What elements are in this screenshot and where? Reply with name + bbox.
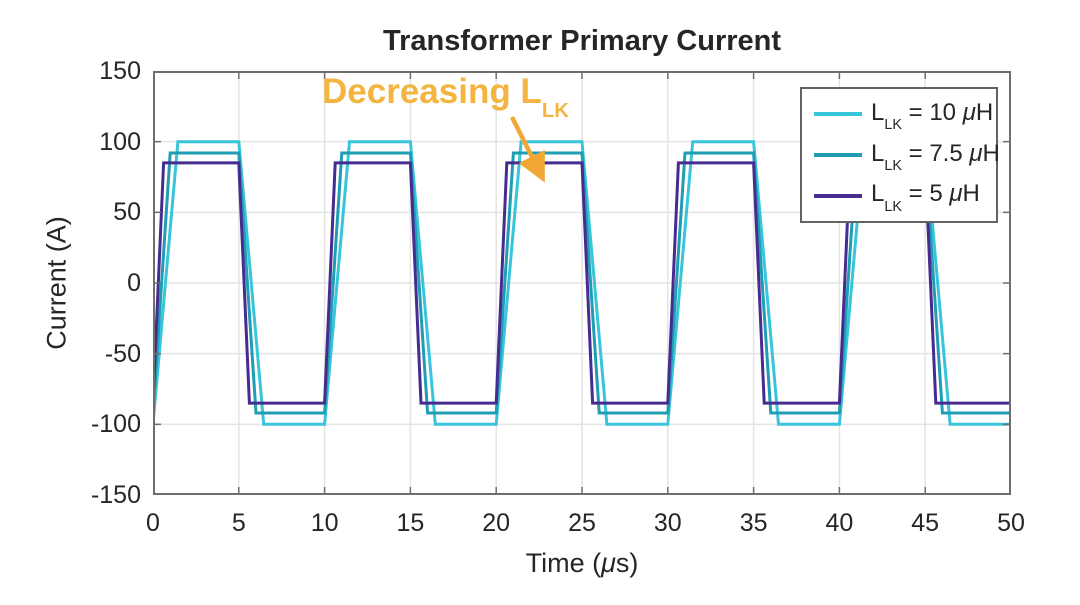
legend-line-swatch-teal (814, 152, 862, 157)
legend-item-7p5uh: LLK = 7.5 μH (814, 140, 1000, 174)
x-tick-label: 15 (396, 509, 425, 537)
mu-symbol: μ (969, 139, 983, 167)
annotation-text: Decreasing L (322, 72, 542, 111)
x-tick-label: 5 (231, 509, 246, 537)
annotation-subscript: LK (541, 99, 569, 122)
y-tick-label: 100 (99, 127, 141, 156)
mu-symbol: μ (962, 98, 976, 126)
legend-label: LLK = 5 μH (871, 180, 980, 215)
annotation-decreasing-llk: Decreasing LLK (322, 72, 569, 122)
x-tick-label: 50 (997, 509, 1025, 537)
x-axis-label-post: s) (615, 548, 639, 578)
legend-label: LLK = 10 μH (871, 98, 994, 134)
x-axis-ticks: 0 5 10 15 20 25 30 35 40 45 50 (146, 509, 1025, 539)
x-tick-label: 35 (739, 509, 768, 537)
legend-item-5uh: LLK = 5 μH (814, 180, 996, 215)
x-tick-label: 0 (146, 509, 160, 537)
legend-line-swatch-purple (814, 193, 862, 198)
x-axis-label: Time (μs) (153, 548, 1011, 579)
x-tick-label: 30 (653, 509, 682, 537)
y-tick-label: -100 (90, 410, 141, 439)
y-tick-label: 50 (113, 198, 141, 227)
x-tick-label: 40 (825, 509, 854, 537)
y-tick-label: -150 (90, 481, 141, 509)
y-axis-ticks: -150 -100 -50 0 50 100 150 (0, 57, 141, 509)
chart-title: Transformer Primary Current (382, 25, 782, 57)
x-tick-label: 10 (310, 509, 339, 537)
x-tick-label: 20 (482, 509, 511, 537)
y-tick-label: 0 (127, 269, 141, 297)
legend-line-swatch-cyan (814, 112, 862, 117)
legend-label: LLK = 7.5 μH (871, 139, 1000, 174)
x-tick-label: 25 (568, 509, 596, 537)
y-tick-label: 150 (99, 57, 141, 85)
legend: LLK = 10 μH LLK = 7.5 μH LLK = 5 μH (800, 87, 1000, 223)
mu-symbol: μ (601, 548, 616, 578)
x-tick-label: 45 (911, 509, 940, 537)
mu-symbol: μ (949, 180, 963, 208)
x-axis-label-pre: Time ( (525, 548, 602, 578)
y-tick-label: -50 (104, 339, 141, 368)
legend-item-10uh: LLK = 10 μH (814, 98, 996, 134)
